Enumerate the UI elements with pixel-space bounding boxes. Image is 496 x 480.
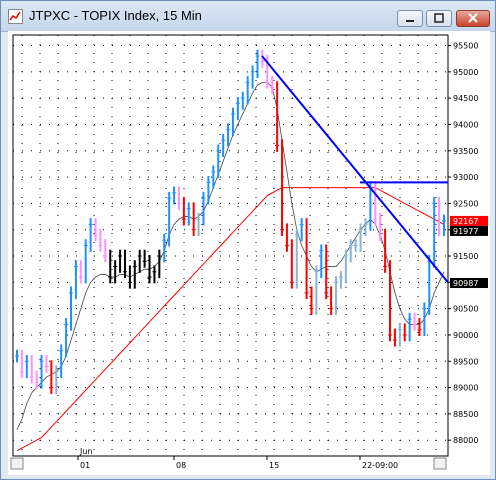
x-sublabel: Jun <box>79 447 93 456</box>
y-tick-label: 88500 <box>453 410 478 419</box>
x-tick-label: 08 <box>176 461 186 470</box>
y-tick-label: 92500 <box>453 199 478 208</box>
chart-app-icon <box>8 9 23 24</box>
y-tick-label: 90500 <box>453 305 478 314</box>
y-tick-label: 90000 <box>453 331 478 340</box>
y-tick-label: 95000 <box>453 68 478 77</box>
x-tick-label: 01 <box>80 461 90 470</box>
ma-slow-line <box>16 187 445 452</box>
x-tick-label: 22-09:00 <box>362 461 398 470</box>
price-label: 91977 <box>453 227 478 236</box>
close-button[interactable] <box>456 10 490 27</box>
y-tick-label: 95500 <box>453 42 478 51</box>
price-chart[interactable]: 9550095000945009400093500930009250092000… <box>8 31 490 475</box>
window-title: JTPXC - TOPIX Index, 15 Min <box>29 8 202 23</box>
maximize-icon <box>434 13 444 23</box>
price-label: 90987 <box>453 279 478 288</box>
scroll-end-button <box>433 457 447 470</box>
price-label-box <box>450 225 488 236</box>
y-tick-label: 89000 <box>453 384 478 393</box>
y-tick-label: 94500 <box>453 94 478 103</box>
price-label: 92167 <box>453 217 478 226</box>
x-tick-label: 15 <box>269 461 279 470</box>
y-tick-label: 88000 <box>453 436 478 445</box>
chart-area[interactable]: 9550095000945009400093500930009250092000… <box>8 31 490 475</box>
y-tick-label: 89500 <box>453 357 478 366</box>
y-tick-label: 93000 <box>453 173 478 182</box>
downtrend-line <box>261 55 449 283</box>
y-tick-label: 94000 <box>453 120 478 129</box>
minimize-button[interactable] <box>397 10 423 27</box>
ma-fast-line <box>16 81 445 430</box>
title-bar[interactable]: JTPXC - TOPIX Index, 15 Min <box>1 1 495 32</box>
scroll-button <box>10 457 24 470</box>
y-tick-label: 91500 <box>453 252 478 261</box>
y-tick-label: 93500 <box>453 147 478 156</box>
minimize-icon <box>406 20 414 22</box>
close-icon <box>468 13 478 23</box>
maximize-button[interactable] <box>426 10 452 27</box>
price-label-box <box>450 278 488 289</box>
price-label-box <box>450 215 488 226</box>
